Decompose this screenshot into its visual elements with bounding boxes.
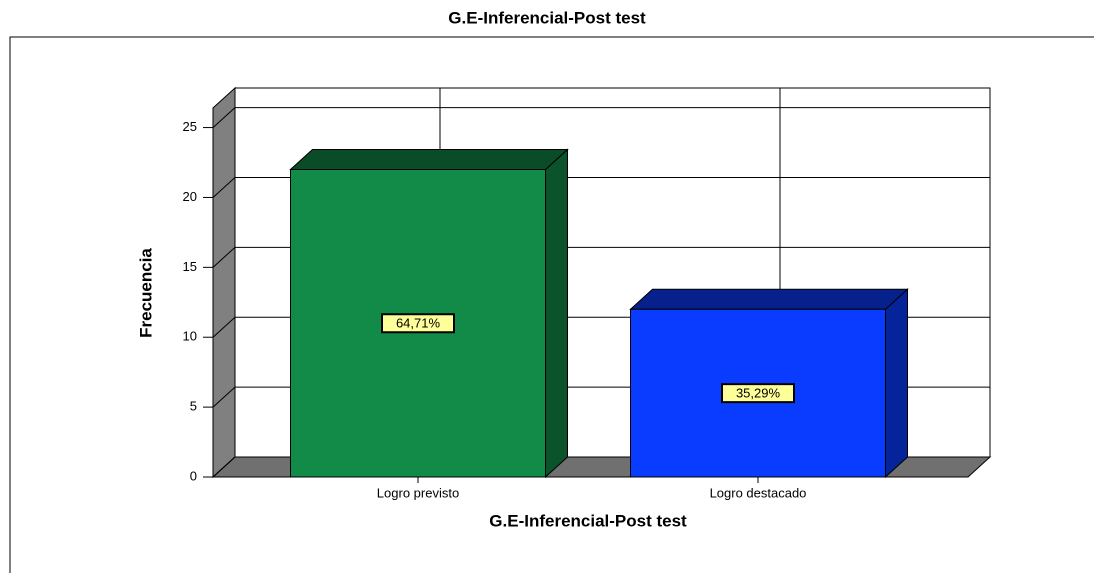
chart-title: G.E-Inferencial-Post test [448,8,646,27]
bar-top [289,149,569,170]
y-tick-label: 5 [190,399,197,414]
percentage-label: 64,71% [396,316,441,331]
grid-line [212,107,236,128]
grid-line [212,316,236,338]
grid-line [212,386,236,408]
y-axis-label: Frecuencia [136,248,155,338]
percentage-box [381,313,455,334]
y-tick-label: 25 [183,119,197,134]
percentage-label: 35,29% [736,386,781,401]
y-tick-label: 10 [183,329,197,344]
grid-line [212,456,236,478]
bar-side [885,288,908,479]
x-tick-label: Logro previsto [377,485,459,500]
y-tick-label: 15 [183,259,197,274]
grid-line [212,246,236,268]
percentage-box [721,383,795,404]
y-tick-label: 20 [183,189,197,204]
x-tick-label: Logro destacado [710,485,807,500]
bar-side [545,148,568,479]
chart-frame [9,36,1094,573]
left-wall [212,86,236,479]
grid-line [212,177,236,198]
bar-top [629,288,909,310]
x-axis-label: G.E-Inferencial-Post test [489,511,687,530]
y-tick-label: 0 [190,468,197,483]
